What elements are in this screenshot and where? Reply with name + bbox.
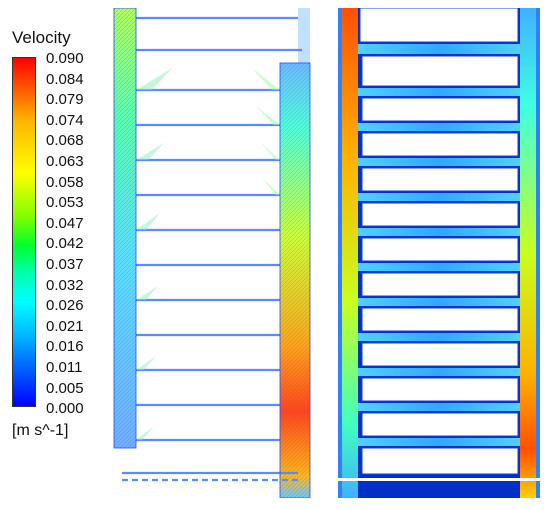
colorbar: [12, 57, 36, 407]
tick-label: 0.090: [46, 50, 84, 67]
tick-label: 0.000: [46, 400, 84, 418]
legend-title: Velocity: [12, 28, 71, 47]
tick-label: 0.053: [46, 194, 84, 212]
tick-label: 0.074: [46, 111, 84, 129]
tick-label: 0.047: [46, 214, 84, 232]
tick-label: 0.063: [46, 153, 84, 170]
tick-label: 0.021: [46, 317, 84, 335]
tick-label: 0.026: [46, 297, 84, 315]
velocity-legend: Velocity 0.090 0.084 0.079 0.074 0.068 0…: [0, 0, 110, 510]
tick-label: 0.079: [46, 91, 84, 109]
vector-field-image: [112, 8, 326, 498]
velocity-vector-panel: [112, 8, 326, 498]
tick-label: 0.058: [46, 173, 84, 191]
tick-label: 0.042: [46, 235, 84, 253]
legend-units: [m s^-1]: [12, 422, 69, 439]
tick-label: 0.011: [46, 359, 83, 376]
tick-label: 0.084: [46, 70, 84, 88]
tick-label: 0.016: [46, 338, 84, 356]
tick-label: 0.005: [46, 379, 84, 397]
velocity-contour-panel: [338, 8, 540, 498]
tick-label: 0.068: [46, 132, 84, 150]
tick-label: 0.032: [46, 276, 84, 294]
tick-label: 0.037: [46, 256, 84, 273]
contour-image: [338, 8, 540, 498]
